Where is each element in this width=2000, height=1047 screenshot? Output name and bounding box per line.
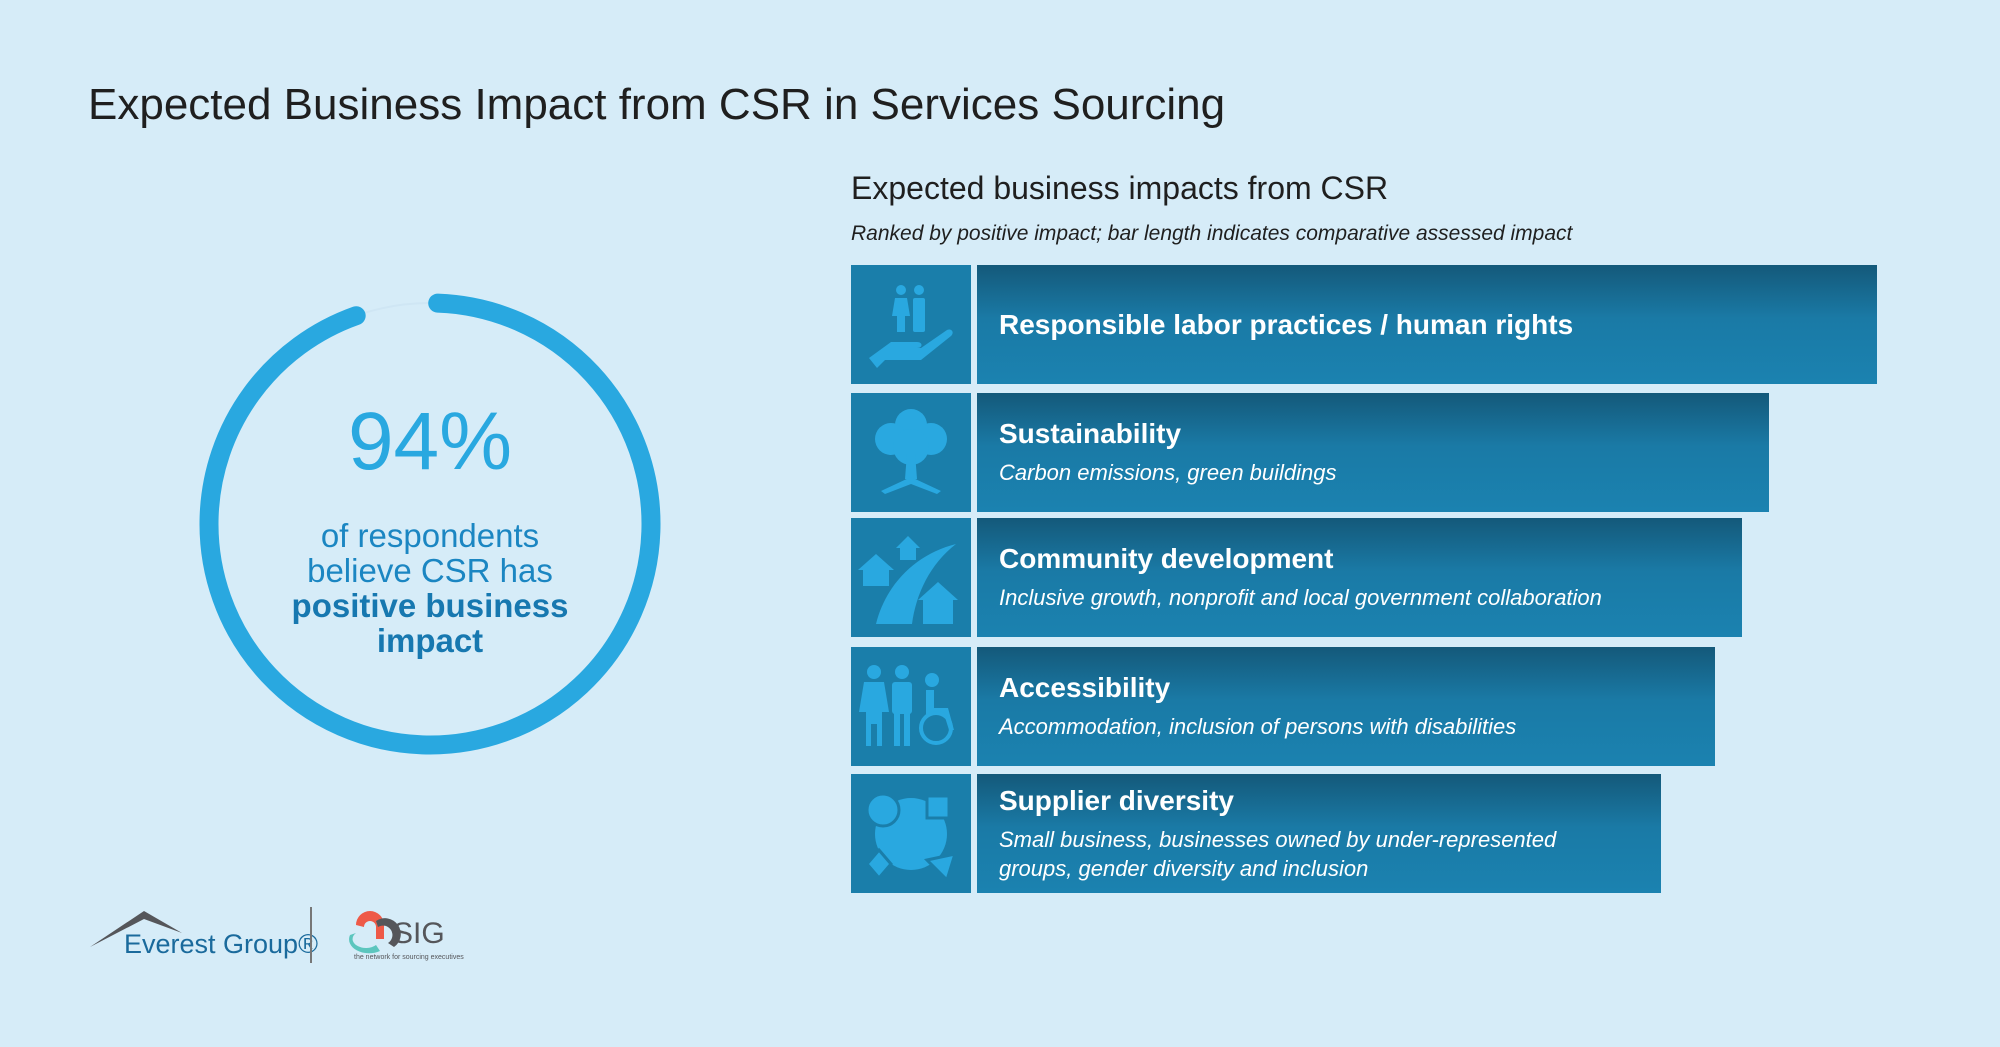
everest-logo-text: Everest Group®: [124, 929, 318, 959]
tree-icon: [851, 393, 971, 512]
impact-detail: Inclusive growth, nonprofit and local go…: [999, 585, 1602, 610]
stat-emphasis: positive business impact: [291, 587, 569, 659]
shapes-cycle-icon: [851, 774, 971, 893]
stat-line1: of respondents: [320, 517, 540, 554]
impact-detail: Carbon emissions, green buildings: [999, 460, 1337, 485]
impact-bar: Sustainability Carbon emissions, green bu…: [977, 393, 1769, 512]
impact-bar: Accessibility Accommodation, inclusion of…: [977, 647, 1715, 766]
impact-detail: Small business, businesses owned by unde…: [999, 826, 1557, 881]
impact-bar: Responsible labor practices / human righ…: [977, 265, 1877, 384]
page-title: Expected Business Impact from CSR in Ser…: [88, 80, 1226, 129]
stat-line2: believe CSR has: [307, 552, 553, 589]
sig-tagline: the network for sourcing executives: [354, 954, 464, 961]
stat-value: 94%: [347, 396, 513, 487]
impact-detail: Accommodation, inclusion of persons with…: [999, 714, 1517, 739]
impact-bar: Community development Inclusive growth, n…: [977, 518, 1742, 637]
chart-title: Expected business impacts from CSR: [851, 170, 1389, 206]
impact-label: Sustainability: [999, 418, 1182, 449]
progress-ring: [199, 293, 661, 755]
stat-description: of respondents believe CSR has positive …: [190, 518, 670, 658]
sig-logo-text: SIG: [393, 917, 445, 950]
people-wheelchair-icon: [851, 647, 971, 766]
everest-mountain-icon: [90, 911, 182, 947]
houses-road-icon: [851, 518, 971, 637]
sig-knot-icon: [349, 911, 401, 954]
progress-ring-arc: [199, 293, 661, 755]
impact-label: Responsible labor practices / human righ…: [999, 308, 1574, 340]
impact-label: Supplier diversity: [999, 784, 1234, 816]
impact-bar: Supplier diversity Small business, busine…: [977, 774, 1661, 893]
hand-people-icon: [851, 265, 971, 384]
chart-subtitle: Ranked by positive impact; bar length in…: [851, 222, 1573, 245]
impact-label: Community development: [999, 543, 1334, 574]
impact-label: Accessibility: [999, 672, 1171, 703]
partner-logos: Everest Group® SIG the network for sourc…: [90, 907, 464, 963]
